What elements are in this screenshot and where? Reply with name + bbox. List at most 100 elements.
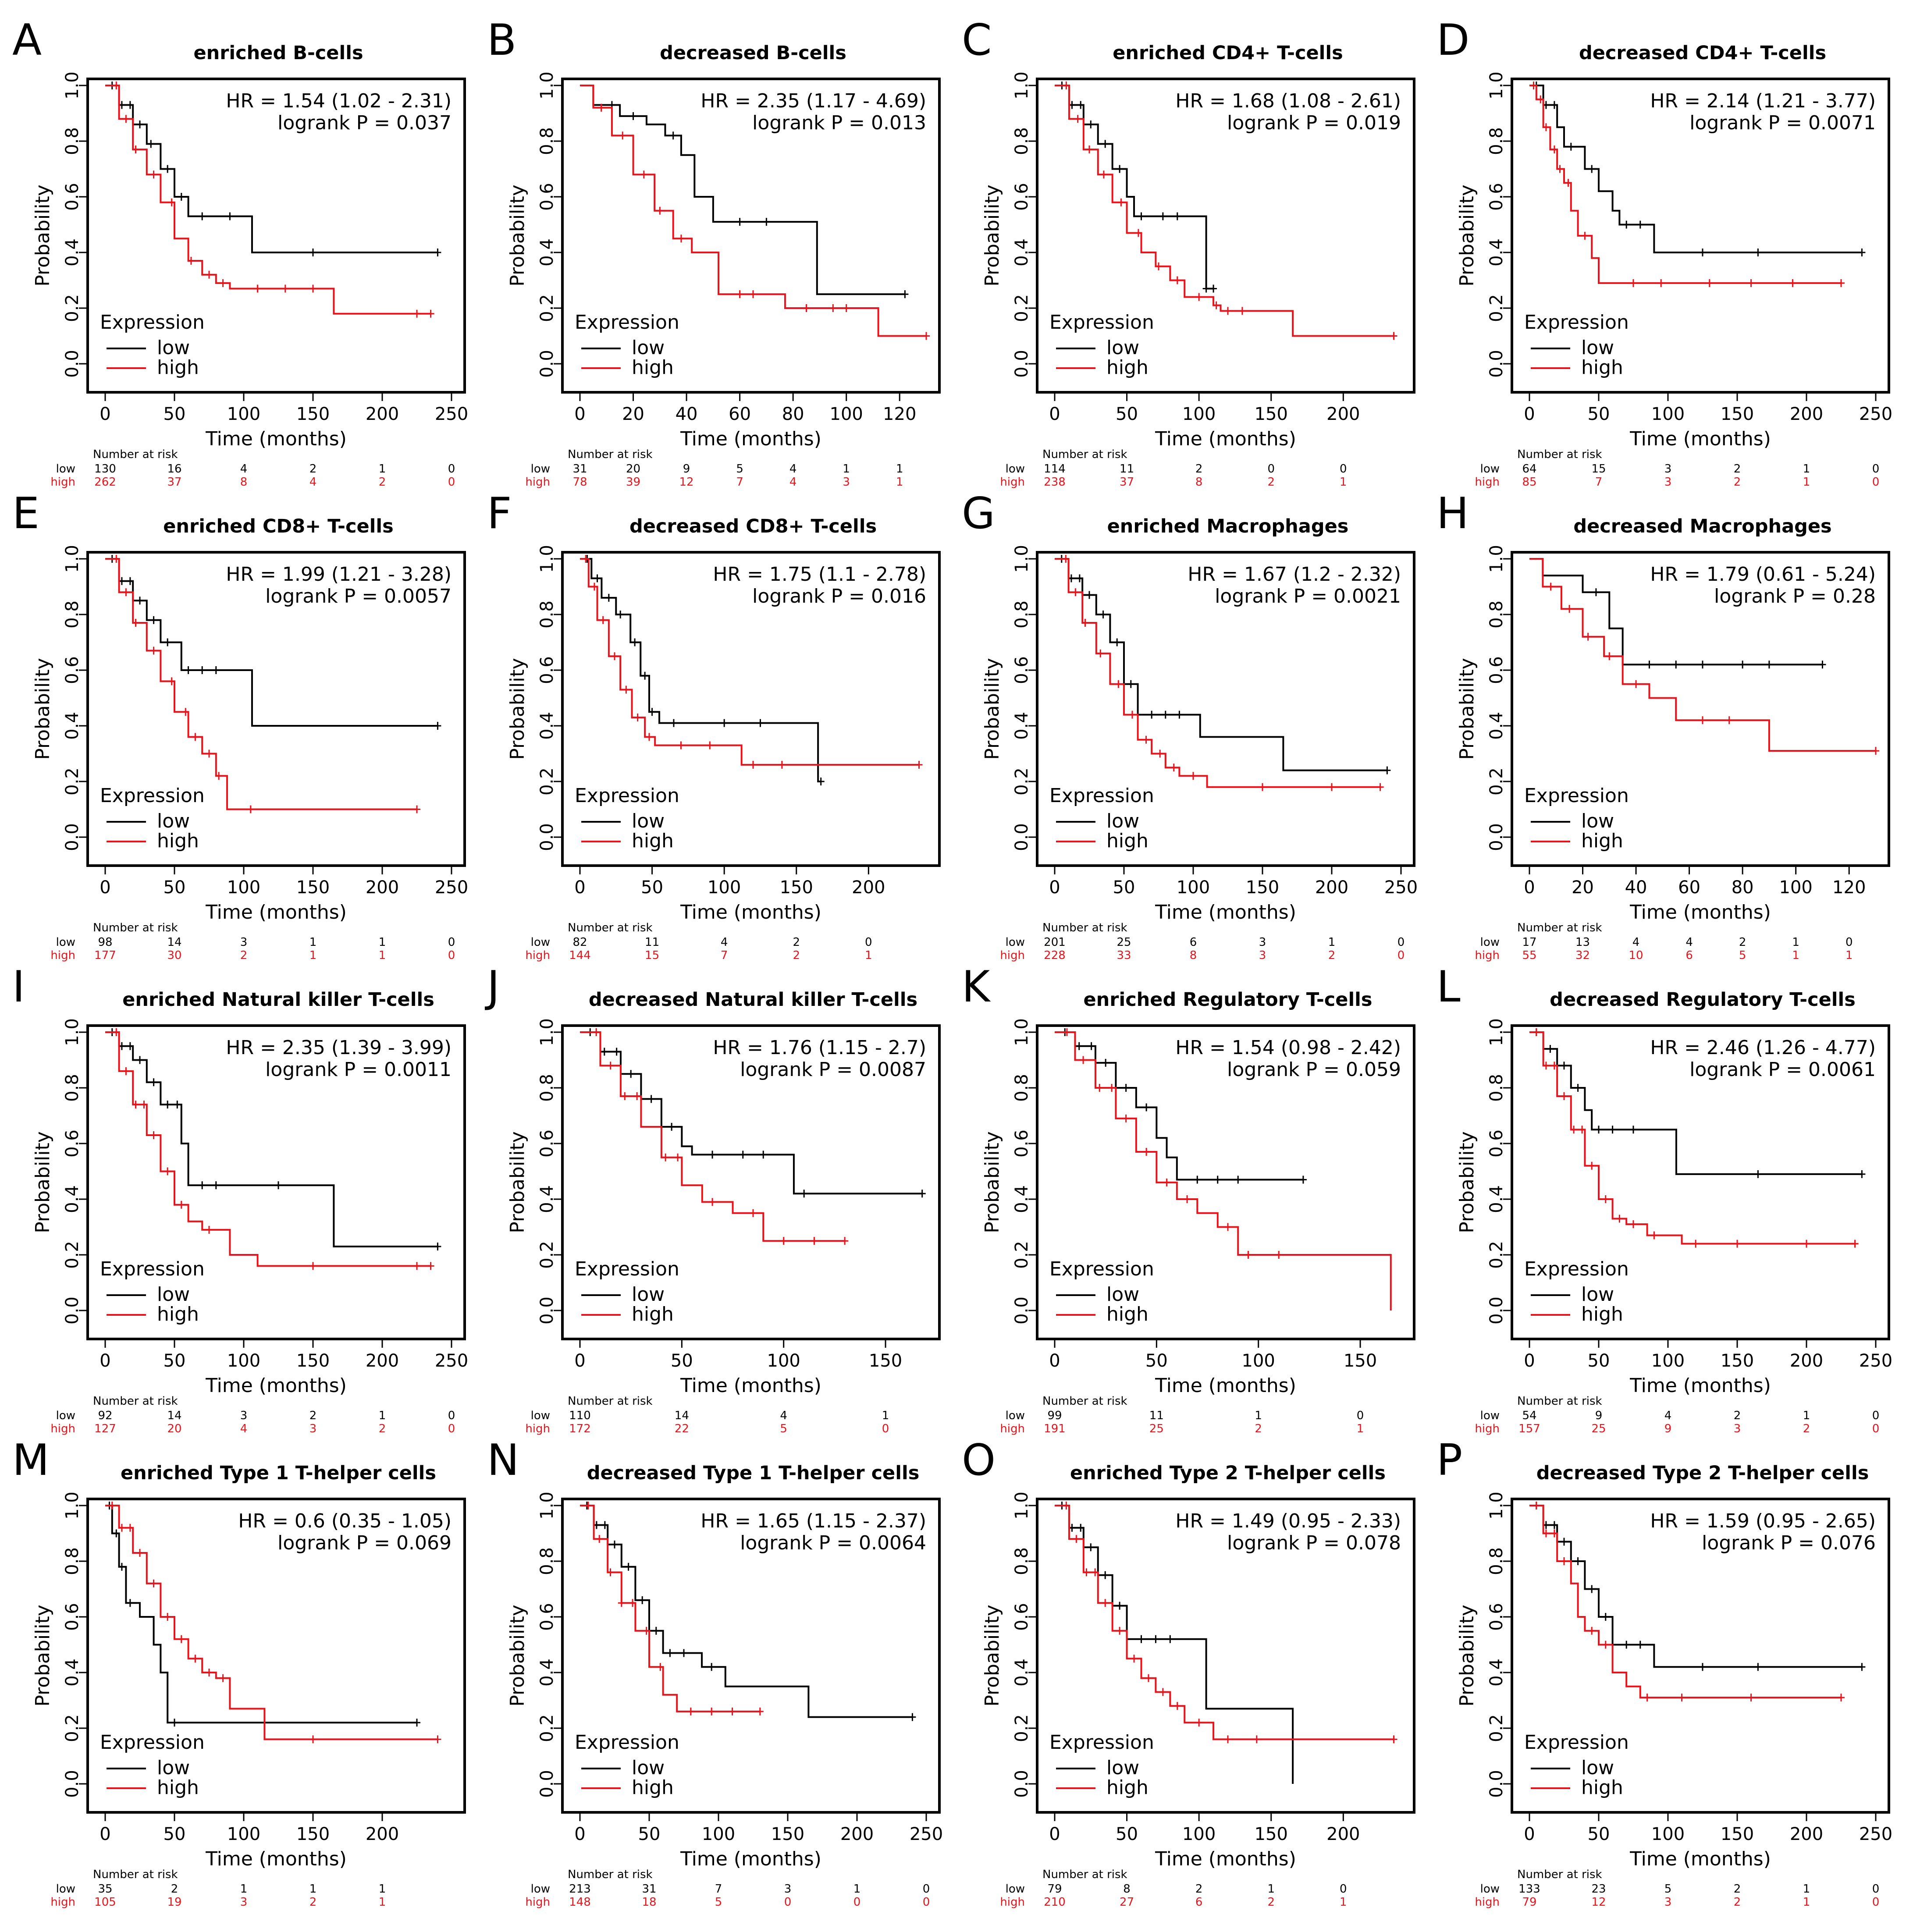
x-tick-label: 0: [1049, 404, 1060, 424]
km-curve-low: [105, 85, 438, 253]
legend-high-label: high: [1106, 1303, 1149, 1325]
censor-mark-high: [1550, 146, 1558, 154]
censor-mark-low: [1609, 1126, 1616, 1134]
y-axis: 0.0 0.2 0.4 0.6 0.8 1.0: [537, 1492, 562, 1798]
y-tick-label: 0.8: [62, 600, 82, 629]
risk-low-value: 1: [309, 936, 317, 949]
panel-title: enriched Macrophages: [1107, 515, 1349, 537]
y-tick-label: 0.2: [62, 767, 82, 796]
y-tick-label: 0.0: [1486, 1770, 1507, 1798]
y-tick-label: 0.0: [1486, 1296, 1507, 1325]
y-tick-label: 0.2: [1012, 767, 1032, 796]
censor-mark-high: [1789, 279, 1796, 287]
y-tick-label: 0.8: [1486, 1074, 1507, 1102]
y-tick-label: 0.8: [1486, 127, 1507, 155]
censor-mark-low: [1122, 1084, 1130, 1092]
censor-mark-high: [640, 170, 647, 179]
risk-low-value: 4: [1685, 936, 1693, 949]
risk-high-value: 33: [1117, 949, 1131, 962]
risk-high-value: 8: [1195, 476, 1203, 489]
x-tick-label: 100: [227, 404, 260, 424]
risk-low-value: 0: [1845, 936, 1853, 949]
risk-high-value: 262: [94, 476, 116, 489]
x-axis: 0 50 100 150 200: [1049, 1812, 1360, 1844]
censor-mark-high: [582, 555, 590, 563]
risk-high-label: high: [1000, 1896, 1025, 1909]
censor-mark-high: [1566, 605, 1573, 613]
censor-mark-low: [601, 1048, 608, 1056]
censor-mark-high: [1542, 1062, 1550, 1070]
risk-high-value: 4: [240, 1422, 248, 1435]
risk-low-value: 31: [642, 1882, 656, 1896]
x-axis: 0 20 40 60 80 100 120: [1524, 866, 1866, 898]
risk-low-value: 130: [94, 462, 116, 476]
legend-high-label: high: [1106, 1776, 1149, 1799]
censor-mark-high: [122, 1067, 130, 1075]
y-tick-label: 0.6: [62, 1129, 82, 1158]
y-axis: 0.0 0.2 0.4 0.6 0.8 1.0: [1012, 71, 1037, 378]
hazard-ratio: HR = 2.46 (1.26 - 4.77): [1650, 1037, 1876, 1059]
risk-low-value: 5: [1664, 1882, 1672, 1896]
censor-mark-high: [1122, 1114, 1130, 1122]
risk-low-value: 14: [675, 1409, 689, 1422]
x-tick-label: 50: [164, 877, 186, 898]
risk-low-value: 4: [240, 462, 248, 476]
legend-title: Expression: [100, 311, 205, 334]
x-tick-label: 0: [1049, 1351, 1060, 1371]
risk-low-value: 133: [1518, 1882, 1540, 1896]
risk-high-label: high: [1475, 1896, 1500, 1909]
legend-high-label: high: [1581, 830, 1623, 852]
x-axis-label: Time (months): [1629, 1374, 1771, 1397]
risk-high-value: 32: [1575, 949, 1590, 962]
risk-high-value: 0: [784, 1896, 792, 1909]
legend-title: Expression: [575, 1258, 679, 1280]
risk-low-value: 4: [721, 936, 728, 949]
x-axis-label: Time (months): [680, 1848, 821, 1870]
risk-title: Number at risk: [1042, 448, 1127, 461]
risk-low-value: 98: [98, 936, 112, 949]
censor-mark-low: [1159, 212, 1166, 220]
x-tick-label: 250: [1384, 877, 1418, 898]
risk-low-label: low: [56, 462, 75, 476]
x-axis-label: Time (months): [1155, 1848, 1296, 1870]
y-axis: 0.0 0.2 0.4 0.6 0.8 1.0: [1486, 71, 1512, 378]
censor-mark-high: [150, 170, 157, 179]
risk-high-value: 2: [309, 1896, 317, 1909]
y-tick-label: 0.6: [1486, 656, 1507, 684]
risk-low-value: 1: [1267, 1882, 1275, 1896]
x-tick-label: 100: [830, 404, 863, 424]
x-axis: 0 50 100 150 200: [574, 866, 885, 898]
censor-mark-high: [1570, 1126, 1578, 1134]
censor-mark-high: [1542, 1529, 1550, 1538]
risk-high-value: 148: [569, 1896, 591, 1909]
risk-low-value: 4: [789, 462, 797, 476]
risk-high-value: 55: [1522, 949, 1536, 962]
censor-mark-low: [666, 1649, 674, 1657]
risk-low-value: 1: [379, 462, 386, 476]
x-tick-label: 200: [366, 404, 399, 424]
censor-mark-high: [1542, 123, 1550, 131]
x-tick-label: 200: [1326, 1824, 1360, 1844]
risk-low-value: 1: [1792, 936, 1799, 949]
censor-mark-low: [1173, 212, 1181, 220]
censor-mark-high: [219, 1674, 227, 1682]
y-axis: 0.0 0.2 0.4 0.6 0.8 1.0: [1012, 1492, 1037, 1798]
censor-mark-high: [1117, 198, 1125, 206]
y-tick-label: 0.0: [62, 350, 82, 378]
censor-mark-high: [1547, 582, 1554, 591]
risk-high-value: 1: [309, 949, 317, 962]
y-tick-label: 0.4: [1486, 712, 1507, 740]
risk-low-label: low: [1006, 462, 1025, 476]
x-axis: 0 50 100 150 200 250: [1524, 1812, 1892, 1844]
censor-mark-low: [1143, 1103, 1150, 1112]
y-axis: 0.0 0.2 0.4 0.6 0.8 1.0: [1486, 1018, 1512, 1325]
censor-mark-low: [601, 1521, 608, 1529]
risk-high-value: 3: [240, 1896, 248, 1909]
risk-low-value: 5: [736, 462, 743, 476]
risk-high-value: 0: [853, 1896, 861, 1909]
